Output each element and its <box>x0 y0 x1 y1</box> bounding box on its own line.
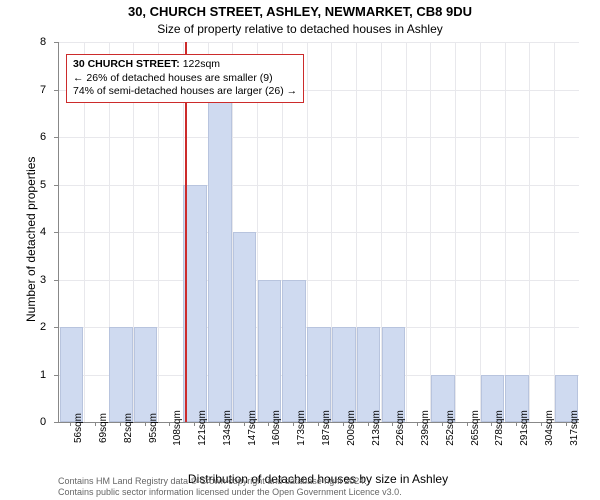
x-tick-label: 304sqm <box>544 410 555 446</box>
x-tick-label: 265sqm <box>470 410 481 446</box>
chart-subtitle: Size of property relative to detached ho… <box>0 22 600 36</box>
x-tick-label: 121sqm <box>197 410 208 446</box>
y-tick-label: 3 <box>40 274 596 286</box>
footer-attribution: Contains HM Land Registry data © Crown c… <box>58 476 402 498</box>
y-tick-label: 5 <box>40 179 596 191</box>
info-line1: 30 CHURCH STREET: 122sqm <box>73 58 297 72</box>
x-tick-label: 108sqm <box>172 410 183 446</box>
x-tick-label: 134sqm <box>222 410 233 446</box>
x-tick-label: 147sqm <box>247 410 258 446</box>
marker-info-box: 30 CHURCH STREET: 122sqm ← 26% of detach… <box>66 54 304 103</box>
x-tick-label: 213sqm <box>371 410 382 446</box>
x-tick-label: 317sqm <box>569 410 580 446</box>
histogram-bar <box>258 280 282 423</box>
x-tick-label: 226sqm <box>395 410 406 446</box>
x-tick-label: 278sqm <box>494 410 505 446</box>
y-tick-label: 6 <box>40 131 596 143</box>
x-tick-label: 187sqm <box>321 410 332 446</box>
x-tick-label: 200sqm <box>346 410 357 446</box>
x-tick-label: 69sqm <box>98 413 109 443</box>
x-tick-label: 56sqm <box>73 413 84 443</box>
y-tick-label: 8 <box>40 36 596 48</box>
y-tick-label: 1 <box>40 369 596 381</box>
x-tick-label: 160sqm <box>271 410 282 446</box>
x-tick-label: 173sqm <box>296 410 307 446</box>
y-axis-label: Number of detached properties <box>24 157 38 322</box>
x-tick-label: 82sqm <box>123 413 134 443</box>
histogram-bar <box>282 280 306 423</box>
chart-title: 30, CHURCH STREET, ASHLEY, NEWMARKET, CB… <box>0 4 600 19</box>
y-tick-label: 4 <box>40 226 596 238</box>
histogram-bar <box>183 185 207 423</box>
x-tick-label: 95sqm <box>148 413 159 443</box>
y-tick-label: 7 <box>40 84 596 96</box>
x-tick-label: 239sqm <box>420 410 431 446</box>
y-tick-label: 2 <box>40 321 596 333</box>
x-tick-label: 252sqm <box>445 410 456 446</box>
x-tick-label: 291sqm <box>519 410 530 446</box>
